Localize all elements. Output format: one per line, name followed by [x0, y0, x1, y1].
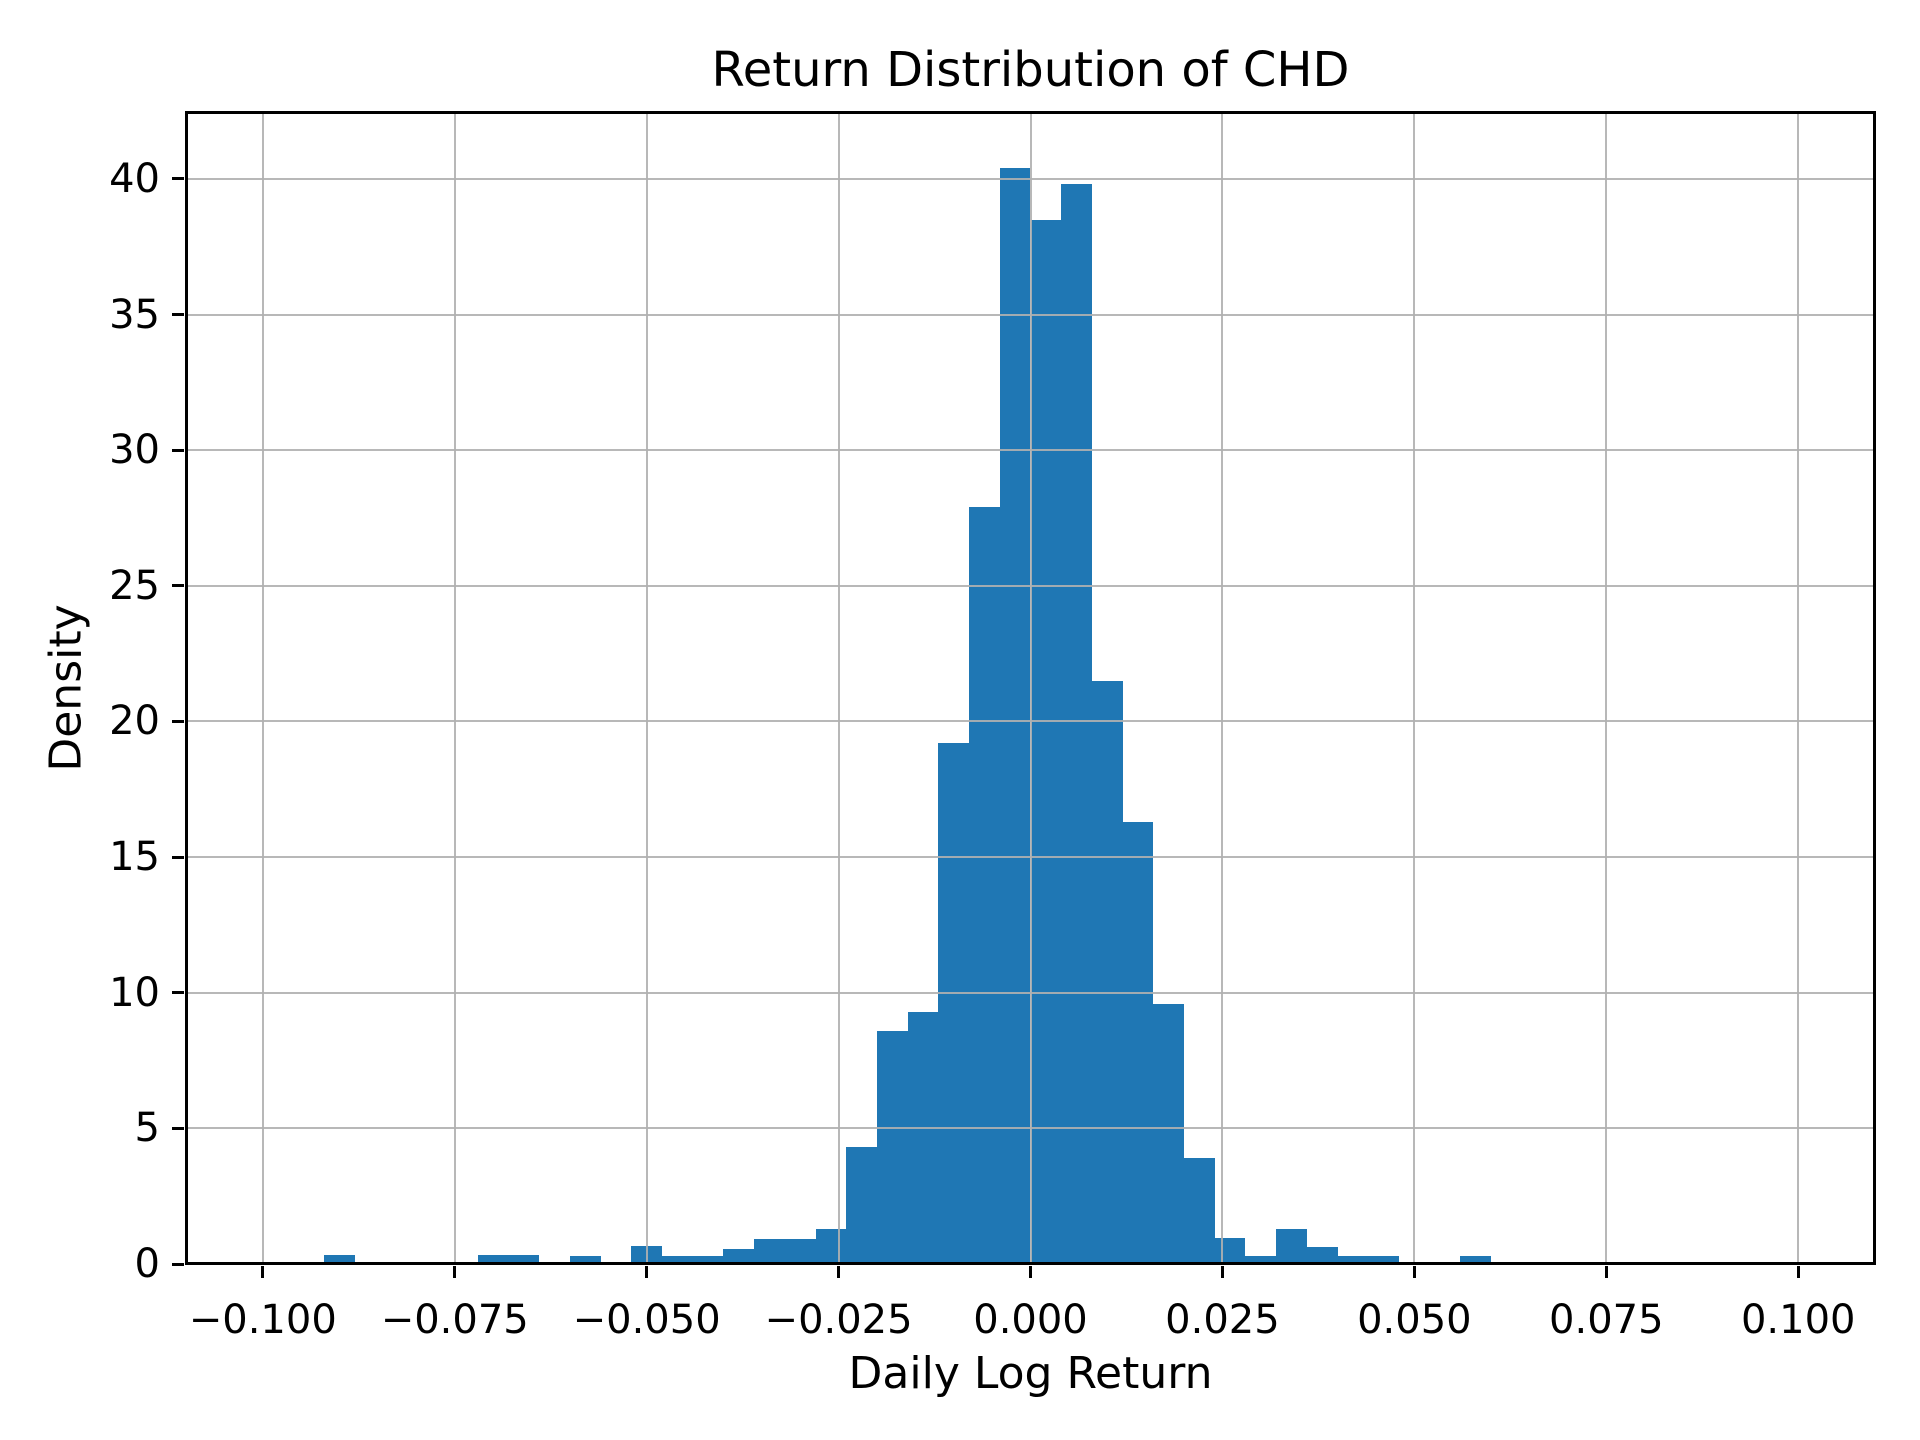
- x-gridline: [1221, 112, 1224, 1264]
- y-tick-mark: [172, 855, 184, 859]
- x-tick-label: 0.000: [973, 1297, 1088, 1343]
- x-tick-label: 0.050: [1357, 1297, 1472, 1343]
- y-tick-mark: [172, 448, 184, 452]
- y-gridline: [186, 313, 1875, 316]
- histogram-bar: [1030, 219, 1062, 1264]
- y-gridline: [186, 856, 1875, 859]
- histogram-bar: [969, 507, 1000, 1264]
- x-tick-label: −0.100: [188, 1297, 337, 1343]
- y-axis-label: Density: [40, 604, 92, 772]
- x-gridline: [1605, 112, 1608, 1264]
- y-tick-label: 30: [109, 427, 160, 474]
- x-tick-mark: [1220, 1266, 1224, 1278]
- x-tick-mark: [453, 1266, 457, 1278]
- y-tick-mark: [172, 719, 184, 723]
- y-tick-mark: [172, 991, 184, 995]
- y-gridline: [186, 991, 1875, 994]
- x-axis-label: Daily Log Return: [848, 1348, 1213, 1399]
- histogram-bar: [1306, 1246, 1338, 1264]
- x-tick-mark: [1604, 1266, 1608, 1278]
- histogram-bar: [784, 1238, 816, 1264]
- y-tick-mark: [172, 1262, 184, 1266]
- y-gridline: [186, 1127, 1875, 1130]
- histogram-bar: [846, 1147, 877, 1264]
- histogram-bar: [1368, 1256, 1399, 1264]
- y-tick-label: 35: [109, 291, 160, 338]
- y-tick-label: 5: [134, 1105, 160, 1152]
- histogram-bar: [477, 1255, 509, 1264]
- histogram-bar: [815, 1228, 847, 1264]
- histogram-bar: [692, 1256, 724, 1264]
- chart-title: Return Distribution of CHD: [711, 42, 1350, 98]
- x-tick-label: −0.075: [380, 1297, 529, 1343]
- histogram-bar: [324, 1254, 355, 1264]
- y-tick-mark: [172, 177, 184, 181]
- y-tick-label: 20: [109, 698, 160, 745]
- x-tick-mark: [1412, 1266, 1416, 1278]
- x-tick-label: −0.050: [572, 1297, 721, 1343]
- x-gridline: [1797, 112, 1800, 1264]
- histogram-bar: [907, 1011, 939, 1264]
- histogram-bar: [1091, 680, 1123, 1264]
- x-gridline: [1413, 112, 1416, 1264]
- y-tick-label: 10: [109, 969, 160, 1016]
- x-tick-mark: [837, 1266, 841, 1278]
- y-tick-mark: [172, 313, 184, 317]
- histogram-bar: [723, 1248, 755, 1264]
- y-tick-label: 25: [109, 562, 160, 609]
- x-gridline: [1029, 112, 1032, 1264]
- histogram-bar: [1122, 821, 1154, 1264]
- histogram-bar: [1276, 1228, 1307, 1264]
- x-gridline: [837, 112, 840, 1264]
- y-tick-mark: [172, 584, 184, 588]
- x-gridline: [453, 112, 456, 1264]
- histogram-bar: [1460, 1256, 1492, 1264]
- histogram-bar: [508, 1255, 540, 1264]
- histogram-bar: [661, 1256, 693, 1264]
- x-tick-mark: [645, 1266, 649, 1278]
- y-tick-label: 40: [109, 155, 160, 202]
- x-gridline: [261, 112, 264, 1264]
- histogram-bar: [938, 743, 970, 1264]
- y-gridline: [186, 720, 1875, 723]
- histogram-bar: [569, 1255, 601, 1264]
- histogram-bar: [1245, 1256, 1277, 1264]
- histogram-bar: [1153, 1003, 1185, 1264]
- x-tick-label: −0.025: [764, 1297, 913, 1343]
- x-gridline: [645, 112, 648, 1264]
- histogram-bar: [1061, 184, 1092, 1264]
- x-tick-label: 0.100: [1740, 1297, 1856, 1343]
- y-tick-mark: [172, 1126, 184, 1130]
- x-tick-mark: [1796, 1266, 1800, 1278]
- histogram-bar: [1184, 1158, 1215, 1264]
- y-tick-label: 15: [109, 834, 160, 881]
- histogram-bar: [754, 1238, 785, 1264]
- histogram-bar: [876, 1030, 908, 1264]
- x-tick-label: 0.075: [1549, 1297, 1664, 1343]
- histogram-bar: [1337, 1256, 1369, 1264]
- y-gridline: [186, 449, 1875, 452]
- plot-area: [186, 112, 1875, 1264]
- x-tick-label: 0.025: [1165, 1297, 1280, 1343]
- histogram-bar: [999, 168, 1031, 1264]
- y-gridline: [186, 177, 1875, 180]
- x-tick-mark: [261, 1266, 265, 1278]
- x-tick-mark: [1029, 1266, 1032, 1278]
- y-gridline: [186, 584, 1875, 587]
- histogram-bar: [1214, 1237, 1246, 1264]
- y-tick-label: 0: [134, 1241, 160, 1287]
